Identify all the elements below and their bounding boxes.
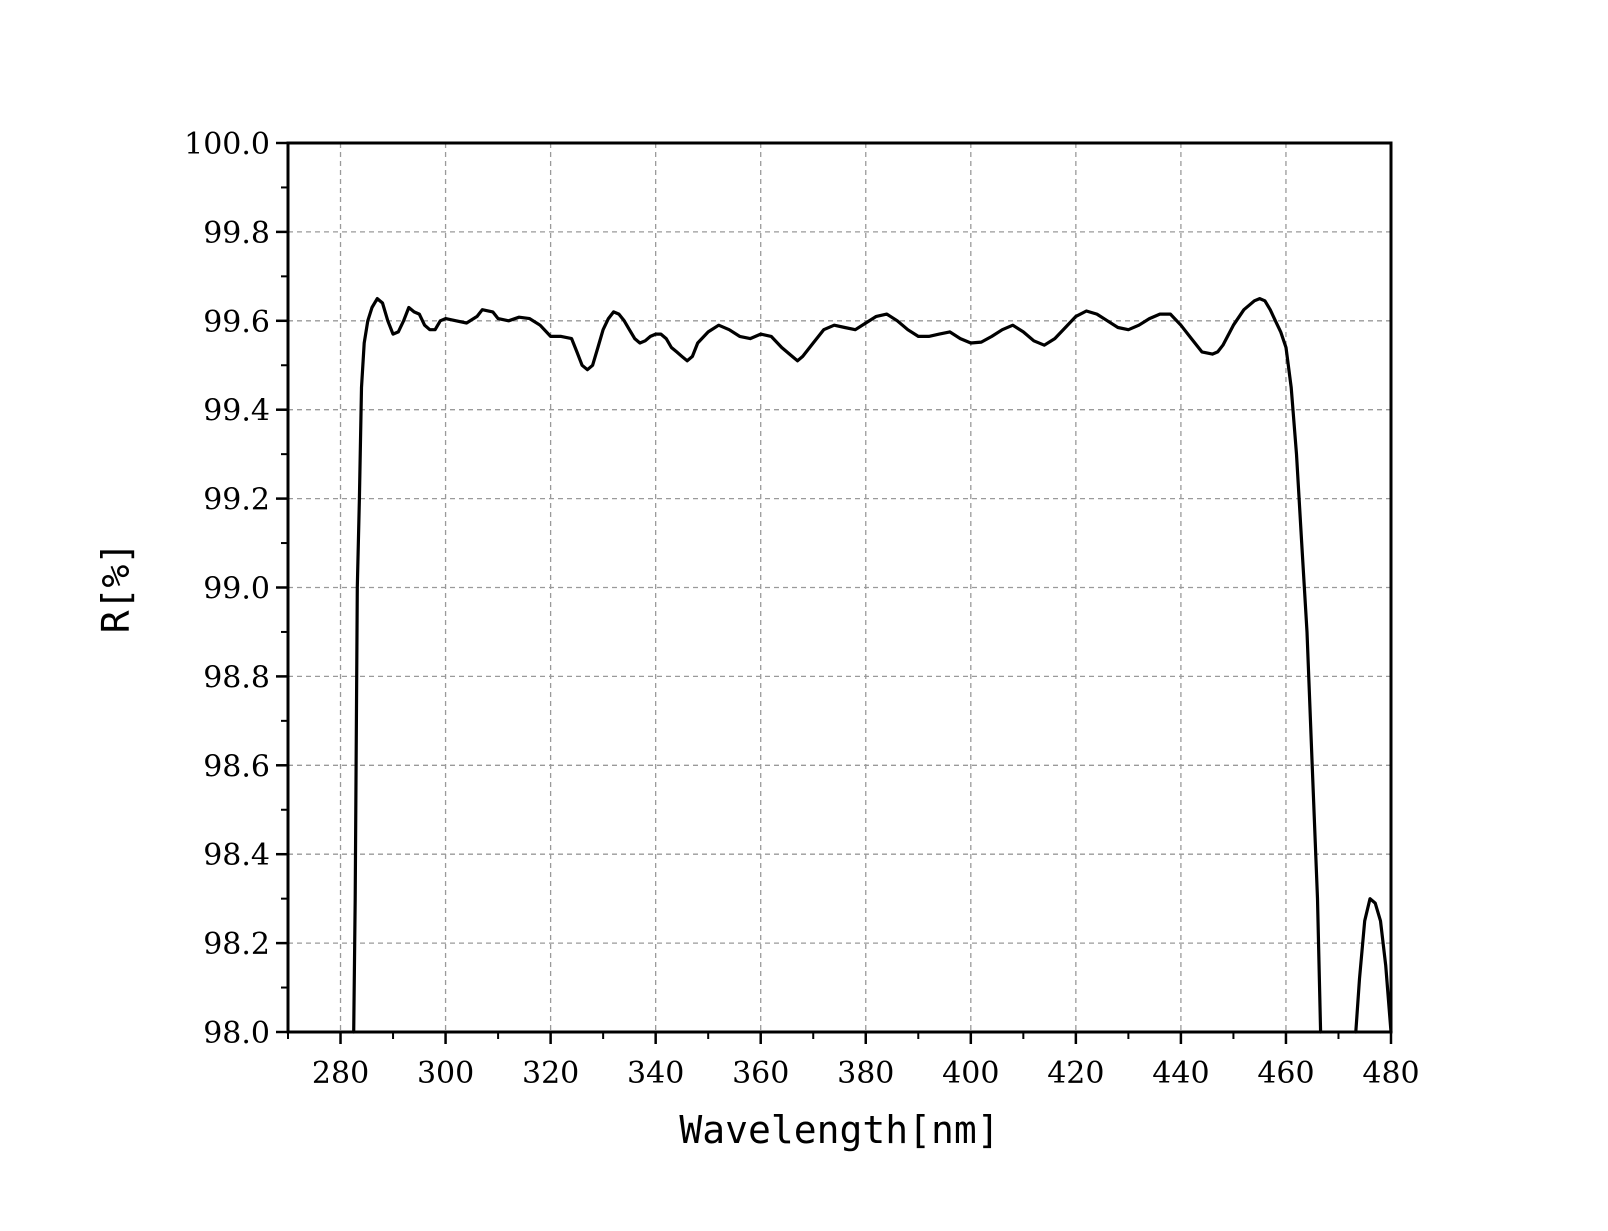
series-layer <box>352 297 1393 1034</box>
x-tick-labels: 280 300 320 340 360 380 400 420 440 460 480 <box>312 1056 1420 1091</box>
reflectance-line <box>352 297 1323 1034</box>
x-tick-label: 300 <box>417 1056 474 1091</box>
y-axis-title: R[%] <box>94 542 138 634</box>
x-tick-label: 440 <box>1152 1056 1209 1091</box>
x-tick-label: 320 <box>522 1056 579 1091</box>
x-tick-label: 460 <box>1257 1056 1314 1091</box>
x-tick-label: 380 <box>837 1056 894 1091</box>
y-tick-label: 98.0 <box>203 1016 270 1051</box>
y-tick-label: 98.4 <box>203 838 270 873</box>
y-tick-label: 100.0 <box>184 127 270 162</box>
x-tick-label: 340 <box>627 1056 684 1091</box>
x-tick-label: 400 <box>942 1056 999 1091</box>
grid-lines <box>288 143 1391 1032</box>
y-tick-label: 98.8 <box>203 660 270 695</box>
x-tick-label: 280 <box>312 1056 369 1091</box>
tick-marks <box>276 141 1393 1044</box>
reflectance-line <box>1354 897 1393 1034</box>
x-tick-label: 360 <box>732 1056 789 1091</box>
y-tick-label: 98.6 <box>203 749 270 784</box>
y-tick-labels: 98.0 98.2 98.4 98.6 98.8 99.0 99.2 99.4 99.6 99.8… <box>184 127 270 1051</box>
y-tick-label: 99.0 <box>203 572 270 607</box>
x-tick-label: 420 <box>1047 1056 1104 1091</box>
x-tick-label: 480 <box>1362 1056 1419 1091</box>
y-tick-label: 98.2 <box>203 927 270 962</box>
y-tick-label: 99.2 <box>203 483 270 518</box>
x-axis-title: Wavelength[nm] <box>679 1108 999 1152</box>
y-tick-label: 99.4 <box>203 394 270 429</box>
y-tick-label: 99.8 <box>203 216 270 251</box>
y-tick-label: 99.6 <box>203 305 270 340</box>
